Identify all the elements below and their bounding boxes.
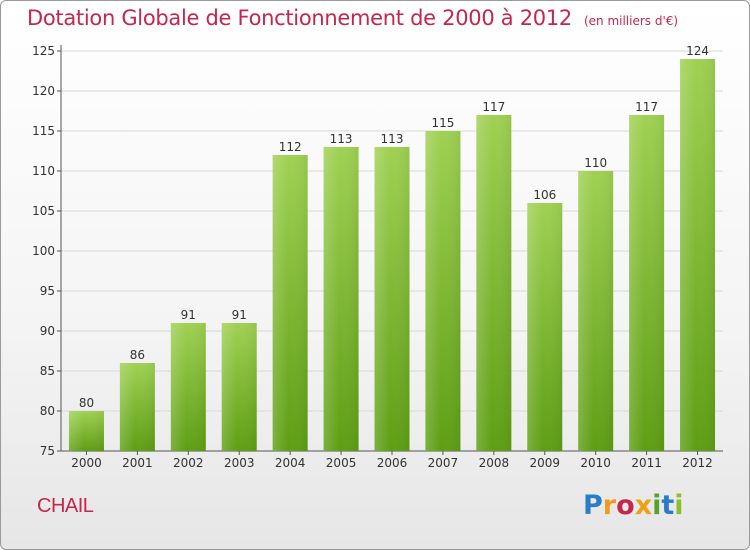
y-tick-label: 110 — [32, 164, 55, 178]
x-tick-label: 2003 — [224, 456, 255, 470]
y-tick-label: 95 — [40, 284, 55, 298]
bar-highlight — [68, 411, 104, 451]
bar-highlight — [221, 323, 257, 451]
bar-highlight — [527, 203, 563, 451]
data-label: 124 — [686, 44, 709, 58]
bar-highlight — [425, 131, 461, 451]
bar-highlight — [629, 115, 665, 451]
proxiti-logo[interactable]: Proxiti — [583, 490, 684, 521]
chart-title: Dotation Globale de Fonctionnement de 20… — [27, 6, 678, 30]
data-label: 113 — [330, 132, 353, 146]
x-tick-label: 2009 — [529, 456, 560, 470]
bar-highlight — [374, 147, 410, 451]
x-tick-label: 2004 — [275, 456, 306, 470]
bar-highlight — [272, 155, 308, 451]
data-label: 115 — [431, 116, 454, 130]
y-tick-label: 75 — [40, 444, 55, 458]
data-label: 113 — [381, 132, 404, 146]
chart-title-text: Dotation Globale de Fonctionnement de 20… — [27, 6, 572, 30]
y-tick-label: 120 — [32, 84, 55, 98]
y-tick-label: 90 — [40, 324, 55, 338]
x-tick-label: 2007 — [428, 456, 459, 470]
y-tick-label: 100 — [32, 244, 55, 258]
x-tick-label: 2011 — [631, 456, 662, 470]
y-tick-label: 105 — [32, 204, 55, 218]
y-tick-label: 80 — [40, 404, 55, 418]
bars — [68, 59, 716, 451]
bar-highlight — [578, 171, 614, 451]
commune-name: CHAIL — [37, 495, 94, 517]
logo-letter: x — [634, 490, 653, 521]
x-tick-label: 2010 — [580, 456, 611, 470]
data-labels: 80 86 91 91 112 113 113 115 117 106 110 117 124 — [79, 44, 709, 410]
logo-letter: o — [616, 490, 635, 521]
data-label: 117 — [482, 100, 505, 114]
x-tick-label: 2002 — [173, 456, 204, 470]
logo-letter: i — [674, 490, 684, 521]
x-tick-label: 2006 — [377, 456, 408, 470]
logo-letter: r — [602, 490, 617, 521]
data-label: 117 — [635, 100, 658, 114]
data-label: 112 — [279, 140, 302, 154]
bar-highlight — [170, 323, 206, 451]
x-tick-label: 2012 — [682, 456, 713, 470]
x-tick-label: 2005 — [326, 456, 357, 470]
data-label: 91 — [232, 308, 247, 322]
bar-highlight — [680, 59, 716, 451]
data-label: 86 — [130, 348, 145, 362]
bar-highlight — [476, 115, 512, 451]
chart-unit: (en milliers d'€) — [583, 14, 679, 28]
bar-highlight — [119, 363, 155, 451]
logo-letter: P — [583, 490, 603, 521]
logo-letter: i — [652, 490, 662, 521]
x-tick-label: 2008 — [479, 456, 510, 470]
bar-highlight — [323, 147, 359, 451]
data-label: 106 — [533, 188, 556, 202]
logo-letter: t — [661, 490, 675, 521]
data-label: 80 — [79, 396, 94, 410]
y-tick-label: 85 — [40, 364, 55, 378]
data-label: 110 — [584, 156, 607, 170]
y-tick-label: 125 — [32, 44, 55, 58]
x-tick-label: 2000 — [71, 456, 102, 470]
data-label: 91 — [181, 308, 196, 322]
x-tick-label: 2001 — [122, 456, 153, 470]
y-tick-label: 115 — [32, 124, 55, 138]
